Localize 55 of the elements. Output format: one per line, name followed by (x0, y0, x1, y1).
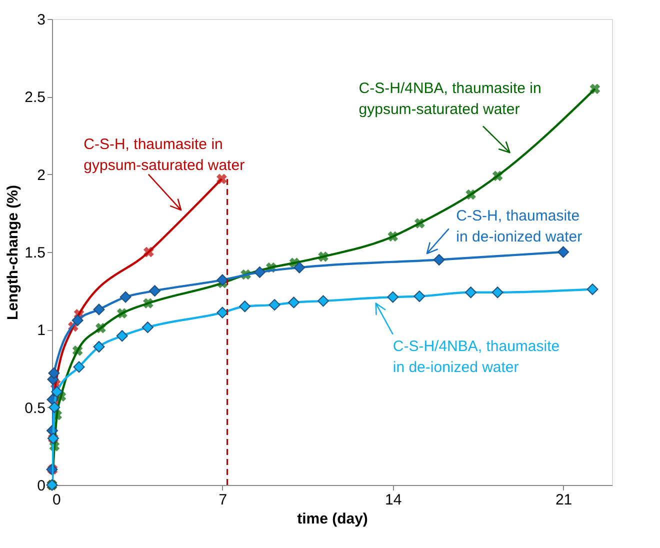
point (116, 308, 128, 319)
point (120, 291, 132, 303)
point (254, 266, 266, 278)
point (268, 299, 280, 311)
point (93, 304, 105, 316)
point (317, 295, 329, 307)
point (149, 285, 160, 297)
series-label: C-S-H, thaumasite in gypsum-saturated water (84, 136, 245, 174)
x-tick-label: 7 (218, 492, 228, 508)
x-tick-label: 14 (385, 492, 402, 508)
point (93, 341, 105, 352)
point (294, 262, 306, 274)
point (48, 367, 60, 379)
legend-label: C-S-H/4NBA, thaumasite in de-ionized water (392, 338, 560, 376)
point (433, 254, 445, 266)
point (216, 174, 227, 184)
y-tick-label: 1 (37, 322, 46, 340)
y-tick-label: 0.5 (24, 400, 46, 417)
point (586, 284, 598, 296)
point (558, 246, 570, 258)
point (216, 306, 228, 318)
point (72, 314, 84, 326)
point (388, 231, 398, 242)
point (48, 402, 60, 414)
point (590, 84, 600, 94)
point (96, 322, 106, 334)
point (492, 170, 503, 182)
series-label: C-S-H/4NBA, thaumasite in gypsum-saturated water (358, 80, 542, 118)
point (465, 286, 477, 298)
point (142, 322, 154, 334)
point (51, 386, 63, 398)
x-tick-label: 0 (52, 492, 61, 508)
point (414, 218, 425, 228)
y-tick-label: 2 (37, 166, 46, 184)
y-tick-label: 1.5 (24, 244, 46, 262)
y-axis-title: Length-change (%) (4, 185, 22, 320)
y-tick-label: 2.5 (24, 89, 46, 106)
x-tick-label: 21 (555, 492, 572, 508)
point (387, 291, 399, 303)
series-label: C-S-H, thaumasite in de-ionized water (456, 208, 582, 246)
x-axis-title: time (day) (297, 510, 368, 528)
point (143, 246, 154, 258)
y-tick-label: 0 (37, 478, 46, 494)
point (142, 298, 154, 308)
point (318, 251, 328, 262)
point (239, 300, 251, 312)
point (72, 345, 83, 356)
point (288, 296, 300, 308)
point (414, 290, 426, 302)
y-tick-label: 3 (37, 12, 46, 28)
point (73, 361, 85, 373)
point (116, 330, 128, 342)
point (466, 189, 476, 200)
point (492, 286, 504, 298)
point (216, 274, 228, 286)
